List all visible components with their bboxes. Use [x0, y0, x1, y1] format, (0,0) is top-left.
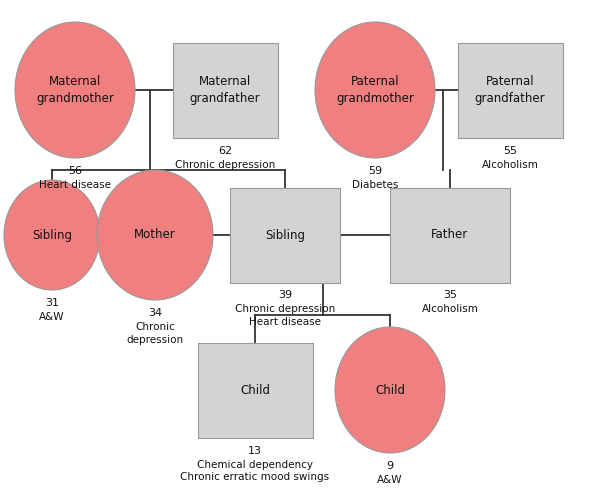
- Text: Heart disease: Heart disease: [39, 180, 111, 190]
- Text: Sibling: Sibling: [32, 228, 72, 241]
- Text: 62: 62: [218, 146, 232, 156]
- Text: Child: Child: [375, 384, 405, 396]
- Text: 13: 13: [248, 446, 262, 456]
- Text: 39: 39: [278, 290, 292, 300]
- Text: Chemical dependency
Chronic erratic mood swings: Chemical dependency Chronic erratic mood…: [181, 460, 329, 482]
- Text: Chronic depression
Heart disease: Chronic depression Heart disease: [235, 304, 335, 328]
- Text: Paternal
grandfather: Paternal grandfather: [475, 75, 545, 105]
- Ellipse shape: [335, 327, 445, 453]
- Text: Alcoholism: Alcoholism: [482, 160, 538, 170]
- Bar: [230, 188, 340, 282]
- Text: Diabetes: Diabetes: [352, 180, 398, 190]
- Text: 34: 34: [148, 308, 162, 318]
- Text: Sibling: Sibling: [265, 228, 305, 241]
- Text: Chronic
depression: Chronic depression: [127, 322, 184, 345]
- Text: A&W: A&W: [377, 475, 403, 485]
- Ellipse shape: [315, 22, 435, 158]
- Text: Chronic depression: Chronic depression: [175, 160, 275, 170]
- Bar: [458, 42, 563, 138]
- Bar: [173, 42, 277, 138]
- Text: Mother: Mother: [134, 228, 176, 241]
- Text: 35: 35: [443, 290, 457, 300]
- Text: Alcoholism: Alcoholism: [422, 304, 478, 314]
- Bar: [390, 188, 510, 282]
- Text: A&W: A&W: [39, 312, 65, 322]
- Text: 56: 56: [68, 166, 82, 176]
- Text: 9: 9: [386, 461, 394, 471]
- Text: Maternal
grandmother: Maternal grandmother: [36, 75, 114, 105]
- Text: 55: 55: [503, 146, 517, 156]
- Text: Child: Child: [240, 384, 270, 396]
- Ellipse shape: [15, 22, 135, 158]
- Text: Maternal
grandfather: Maternal grandfather: [190, 75, 260, 105]
- Text: 31: 31: [45, 298, 59, 308]
- Text: 59: 59: [368, 166, 382, 176]
- Text: Paternal
grandmother: Paternal grandmother: [336, 75, 414, 105]
- Ellipse shape: [97, 170, 213, 300]
- Bar: [197, 342, 313, 438]
- Text: Father: Father: [431, 228, 469, 241]
- Ellipse shape: [4, 180, 100, 290]
